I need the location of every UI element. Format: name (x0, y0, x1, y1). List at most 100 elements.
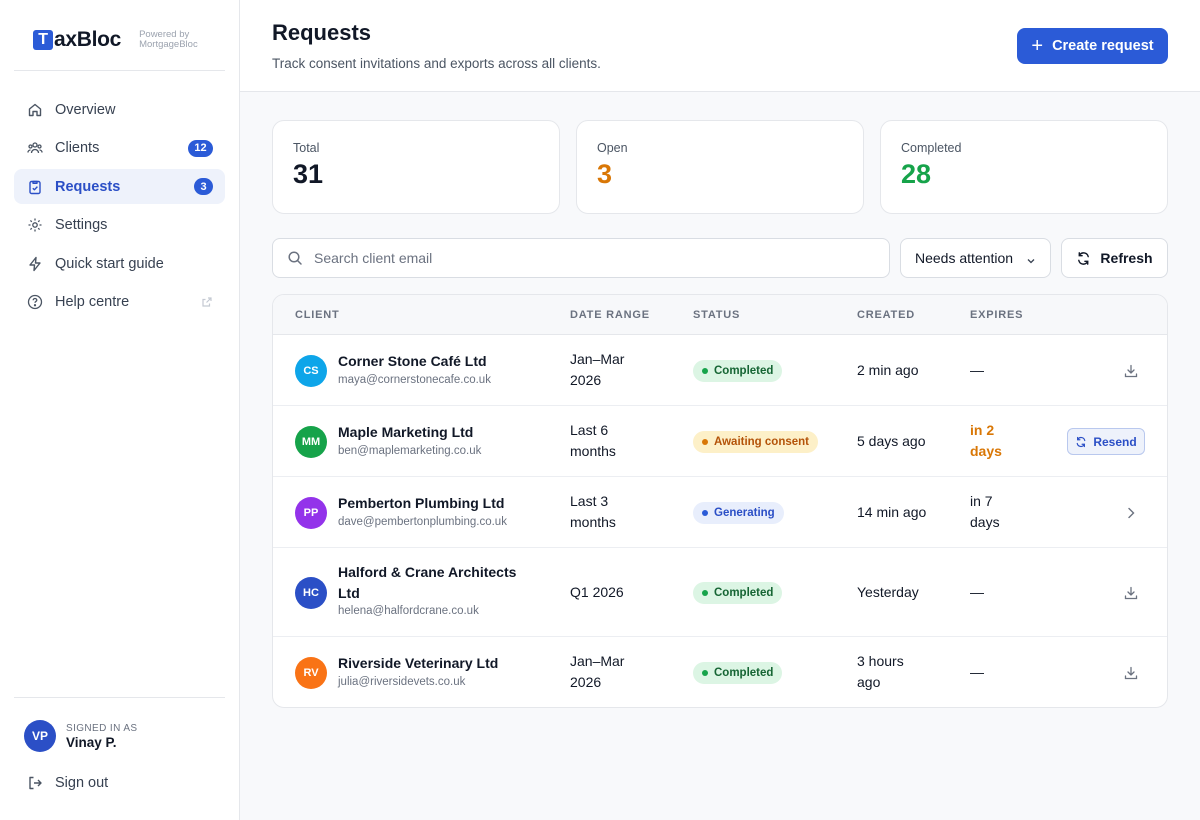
download-icon[interactable] (1123, 585, 1139, 601)
table-row[interactable]: HC Halford & Crane Architects Ltd helena… (273, 548, 1167, 637)
avatar: RV (295, 657, 327, 689)
chevron-down-icon (1026, 253, 1036, 264)
expires-time: — (970, 664, 984, 680)
resend-button[interactable]: Resend (1067, 428, 1145, 455)
requests-table: CLIENT DATE RANGE STATUS CREATED EXPIRES… (272, 294, 1168, 708)
sidebar-divider-bottom (14, 697, 225, 698)
lightning-icon (27, 256, 43, 272)
page-subtitle: Track consent invitations and exports ac… (272, 56, 601, 71)
sign-out-button[interactable]: Sign out (27, 775, 108, 791)
search-icon (287, 250, 303, 266)
date-range-line: Last 6 (570, 422, 609, 438)
client-email: dave@pembertonplumbing.co.uk (338, 516, 507, 528)
client-name: Maple Marketing Ltd (338, 424, 474, 440)
page-header: Requests Track consent invitations and e… (240, 0, 1200, 92)
refresh-button[interactable]: Refresh (1061, 238, 1168, 278)
client-email: helena@halfordcrane.co.uk (338, 605, 479, 617)
created-time: 2 min ago (857, 362, 919, 378)
column-header-status: STATUS (693, 309, 741, 321)
client-email: maya@cornerstonecafe.co.uk (338, 374, 491, 386)
logout-icon (27, 775, 43, 791)
client-email: ben@maplemarketing.co.uk (338, 445, 482, 457)
date-range-line: 2026 (570, 372, 602, 388)
avatar: PP (295, 497, 327, 529)
status-dot (702, 439, 708, 445)
status-dot (702, 510, 708, 516)
user-name: Vinay P. (66, 734, 117, 750)
stat-card-open: Open 3 (576, 120, 864, 214)
expires-line: days (970, 514, 1000, 530)
sidebar-item-requests[interactable]: Requests 3 (14, 169, 225, 204)
sidebar-item-label: Quick start guide (55, 255, 164, 272)
date-range: Q1 2026 (570, 584, 624, 600)
avatar: CS (295, 355, 327, 387)
client-name-line: Ltd (338, 585, 360, 601)
date-range-line: months (570, 514, 616, 530)
date-range: Last 6 months (570, 420, 616, 462)
status-text: Completed (714, 667, 774, 679)
sign-out-label: Sign out (55, 775, 109, 791)
status-badge: Completed (693, 360, 783, 382)
stat-label: Total (293, 141, 320, 155)
created-line: ago (857, 674, 881, 690)
table-row[interactable]: RV Riverside Veterinary Ltd julia@rivers… (273, 637, 1167, 707)
filter-value: Needs attention (915, 250, 1014, 266)
status-text: Generating (714, 507, 775, 519)
help-circle-icon (27, 294, 43, 310)
sidebar-item-help[interactable]: Help centre (14, 285, 225, 320)
download-icon[interactable] (1123, 665, 1139, 681)
powered-by: Powered by MortgageBloc (139, 30, 198, 50)
search-input[interactable] (314, 250, 874, 266)
created-time: 14 min ago (857, 504, 927, 520)
client-name: Corner Stone Café Ltd (338, 353, 487, 369)
table-row[interactable]: PP Pemberton Plumbing Ltd dave@pemberton… (273, 477, 1167, 548)
client-name: Riverside Veterinary Ltd (338, 655, 499, 671)
signed-in-user: VP SIGNED IN AS Vinay P. (24, 720, 138, 752)
status-filter-select[interactable]: Needs attention (900, 238, 1051, 278)
status-badge: Generating (693, 502, 784, 524)
client-name-line: Halford & Crane Architects (338, 564, 517, 580)
chevron-right-icon[interactable] (1123, 505, 1139, 521)
table-row[interactable]: CS Corner Stone Café Ltd maya@cornerston… (273, 335, 1167, 406)
status-dot (702, 368, 708, 374)
sidebar-item-settings[interactable]: Settings (14, 208, 225, 243)
sidebar-item-label: Help centre (55, 294, 130, 310)
date-range-line: Last 3 (570, 493, 609, 509)
user-meta: SIGNED IN AS Vinay P. (66, 723, 138, 750)
powered-by-line: Powered by (139, 29, 190, 40)
created-line: 3 hours (857, 653, 904, 669)
logo-letter: T (33, 30, 53, 50)
avatar: HC (295, 577, 327, 609)
users-icon (27, 140, 43, 156)
logo-wordmark: axBloc (54, 28, 122, 51)
stat-value-total: 31 (293, 159, 324, 189)
resend-label: Resend (1093, 434, 1137, 449)
requests-count-badge: 3 (194, 178, 213, 195)
sidebar-item-label: Requests (55, 178, 121, 195)
stat-card-completed: Completed 28 (880, 120, 1168, 214)
avatar: VP (24, 720, 56, 752)
created-time: 3 hours ago (857, 651, 904, 693)
download-icon[interactable] (1123, 363, 1139, 379)
external-link-icon (201, 296, 213, 308)
expires-time: — (970, 362, 984, 378)
stat-value-open: 3 (597, 159, 613, 189)
avatar: MM (295, 426, 327, 458)
table-header: CLIENT DATE RANGE STATUS CREATED EXPIRES (273, 295, 1167, 335)
sidebar-item-clients[interactable]: Clients 12 (14, 131, 225, 166)
plus-icon: + (1031, 35, 1044, 57)
status-badge: Completed (693, 662, 783, 684)
sidebar-item-label: Clients (55, 140, 100, 156)
status-text: Completed (714, 365, 774, 377)
sidebar-item-quick-start[interactable]: Quick start guide (14, 246, 225, 281)
table-row[interactable]: MM Maple Marketing Ltd ben@maplemarketin… (273, 406, 1167, 477)
expires-time: in 2 days (970, 420, 1002, 462)
create-request-button[interactable]: + Create request (1017, 28, 1168, 64)
refresh-icon (1076, 251, 1091, 266)
refresh-icon (1075, 436, 1087, 448)
gear-icon (27, 217, 43, 233)
sidebar-item-overview[interactable]: Overview (14, 92, 225, 127)
client-name: Pemberton Plumbing Ltd (338, 495, 505, 511)
